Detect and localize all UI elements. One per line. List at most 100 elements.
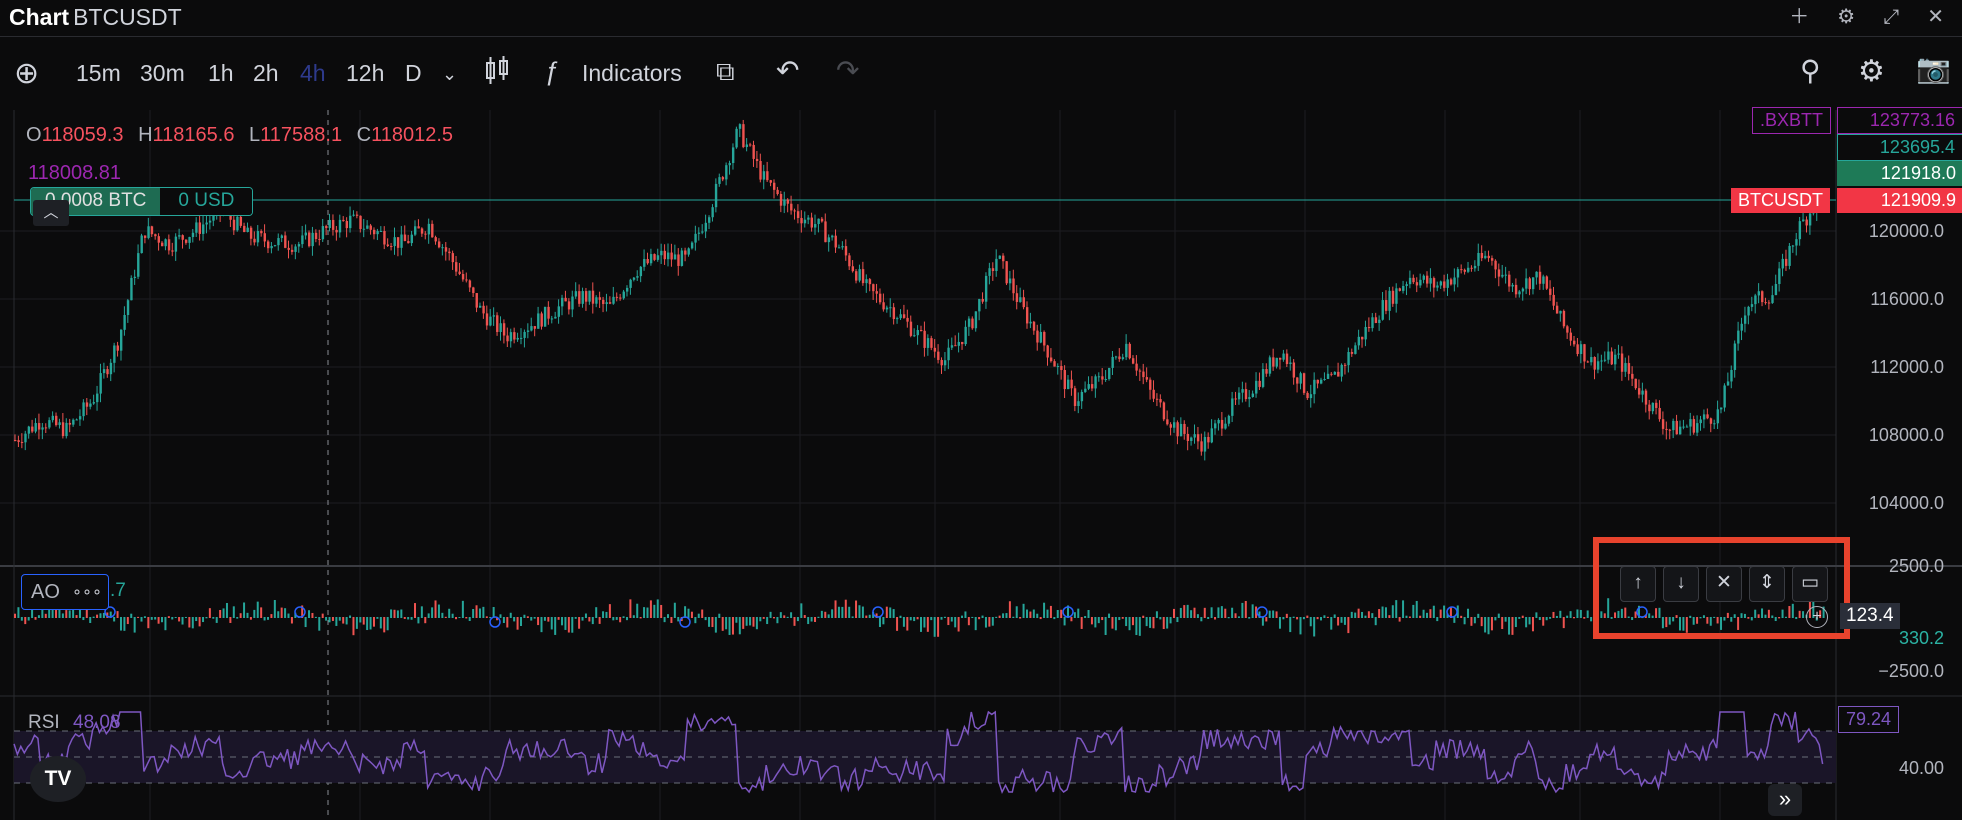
fx-icon[interactable]: ƒ (544, 56, 559, 86)
candle-body (543, 306, 547, 327)
close-icon[interactable]: ✕ (1927, 6, 1944, 28)
more-icon[interactable]: ∘∘∘ (72, 584, 103, 601)
ao-bar (140, 617, 143, 622)
candle-body (783, 199, 786, 206)
candle-body (1651, 402, 1655, 412)
ao-bar (1730, 617, 1733, 622)
ao-bar (1525, 617, 1528, 628)
candle-body (957, 341, 961, 346)
expand-icon[interactable]: ⤢ (1883, 6, 1900, 28)
arrow-down-icon[interactable]: ↓ (1663, 566, 1699, 602)
ao-bar (1583, 617, 1586, 619)
chevron-up-icon[interactable]: ︿ (33, 200, 69, 226)
ao-bar (478, 608, 481, 618)
candle-body (126, 300, 130, 316)
ao-bar (971, 616, 974, 618)
close-icon[interactable]: ✕ (1706, 566, 1742, 602)
candle-body (1460, 269, 1463, 271)
candle-body (687, 248, 690, 255)
settings-icon[interactable]: ⚙ (1858, 55, 1885, 88)
ao-bar (1237, 616, 1240, 618)
collapse-icon[interactable]: ⇕ (1749, 566, 1785, 602)
candle-body (1480, 252, 1484, 259)
external-link-icon[interactable]: ⧉ (716, 56, 735, 86)
arrow-up-icon[interactable]: ↑ (1620, 566, 1656, 602)
candle-body (1446, 279, 1449, 288)
maximize-icon[interactable]: ▭ (1792, 566, 1828, 602)
interval-1h[interactable]: 1h (208, 60, 234, 86)
candle-body (1675, 420, 1678, 435)
interval-12h[interactable]: 12h (346, 60, 385, 86)
ao-bar (1166, 617, 1169, 629)
redo-icon[interactable]: ↷ (836, 55, 860, 86)
candle-body (1443, 281, 1446, 288)
ao-bar (1220, 606, 1223, 618)
candle-body (1723, 385, 1726, 408)
ao-bar (1549, 617, 1552, 619)
chevron-down-icon[interactable]: ⌄ (442, 64, 458, 84)
candle-body (1063, 370, 1066, 390)
add-plus-icon[interactable]: + (1806, 606, 1828, 628)
interval-d[interactable]: D (405, 60, 422, 86)
ao-bar (981, 615, 984, 618)
candle-body (1046, 345, 1049, 358)
ao-bar (1224, 608, 1227, 618)
ao-value-tag: 123.4 (1840, 603, 1900, 629)
ao-bar (1692, 617, 1695, 625)
candle-body (1624, 363, 1627, 372)
ao-bar (957, 617, 960, 632)
ao-bar (1449, 607, 1452, 618)
add-symbol-icon[interactable]: ⊕ (14, 57, 40, 90)
rsi-tag: 79.24 (1838, 706, 1900, 733)
ao-bar (99, 613, 102, 618)
candle-body (1384, 300, 1388, 311)
ao-bar (314, 616, 317, 618)
interval-30m[interactable]: 30m (140, 60, 185, 86)
quick-search-icon[interactable]: ⚲ (1800, 55, 1821, 86)
candle-body (1118, 356, 1121, 360)
indicators-button[interactable]: Indicators (582, 60, 682, 86)
interval-4h[interactable]: 4h (300, 60, 326, 86)
ao-bar (1350, 611, 1353, 618)
ao-bar (1631, 617, 1634, 621)
candle-body (1634, 378, 1637, 389)
candle-body (1104, 378, 1108, 380)
ao-bar (219, 609, 222, 618)
ao-bar (1634, 611, 1637, 618)
ao-bar (967, 617, 970, 626)
candle-body (728, 163, 731, 166)
ao-bar (65, 610, 68, 618)
interval-15m[interactable]: 15m (76, 60, 121, 86)
candle-body (865, 279, 868, 284)
ao-bar (1559, 610, 1562, 618)
plus-icon[interactable]: ＋ (1789, 6, 1810, 28)
candle-body (410, 234, 413, 244)
candle-body (516, 337, 519, 340)
gear-icon[interactable]: ⚙ (1837, 6, 1856, 28)
camera-icon[interactable]: 📷 (1916, 53, 1951, 84)
scroll-forward-icon[interactable]: » (1768, 784, 1802, 816)
interval-2h[interactable]: 2h (253, 60, 279, 86)
ao-bar (1699, 617, 1702, 619)
candle-body (1039, 331, 1043, 343)
ao-bar (119, 617, 122, 631)
undo-icon[interactable]: ↶ (776, 55, 800, 86)
candle-body (492, 315, 496, 317)
ao-bar (277, 611, 280, 618)
candle-body (1097, 376, 1101, 378)
candle-body (31, 426, 34, 432)
ao-bar (526, 616, 529, 618)
ao-legend[interactable]: AO ∘∘∘ (21, 574, 109, 610)
rsi-value: 48.08 (73, 712, 121, 733)
candle-body (1501, 274, 1504, 277)
candles-icon[interactable] (484, 54, 510, 94)
candle-body (366, 225, 369, 229)
candle-body (1425, 275, 1429, 284)
ao-bar (834, 600, 837, 618)
tradingview-logo[interactable]: TV (30, 756, 86, 802)
ao-bar (328, 617, 331, 623)
ao-bar (1272, 610, 1275, 618)
ao-bar (273, 599, 276, 618)
candle-body (779, 194, 783, 206)
